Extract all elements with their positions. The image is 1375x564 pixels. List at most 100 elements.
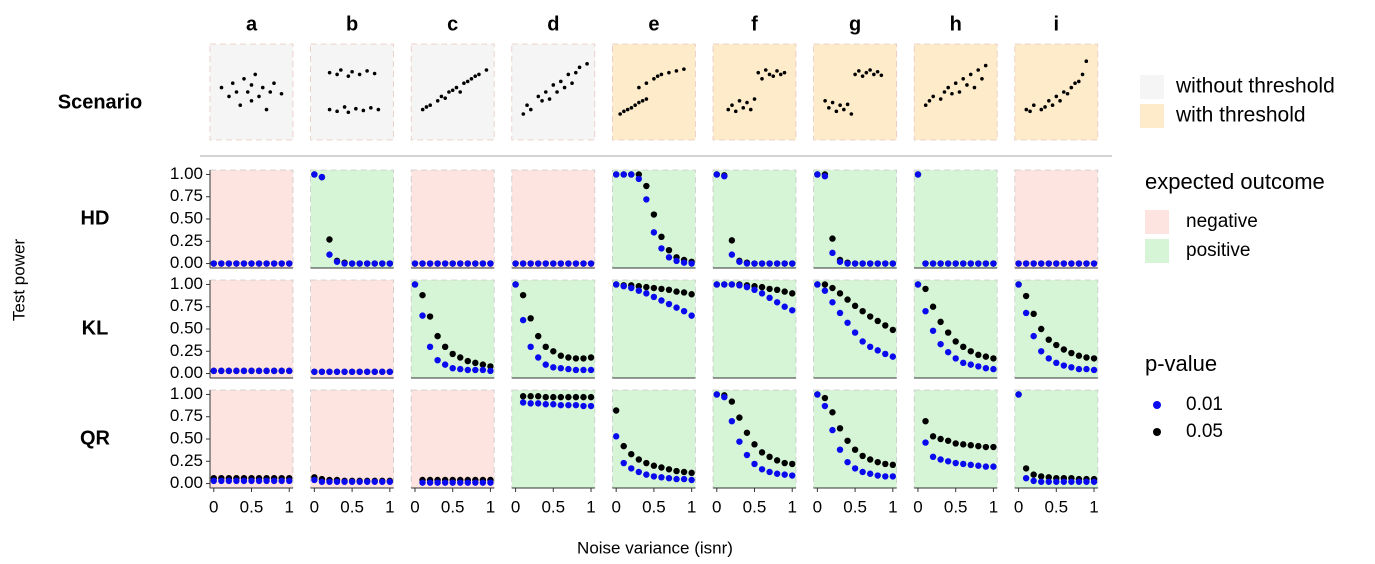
power-point — [922, 260, 929, 267]
scenario-point — [525, 103, 529, 107]
power-point — [643, 283, 650, 291]
power-point — [814, 171, 821, 178]
power-point — [550, 364, 557, 371]
power-point — [1053, 359, 1060, 367]
power-point — [542, 393, 549, 401]
power-point — [821, 287, 829, 294]
power-point — [311, 476, 318, 484]
scenario-point — [1058, 99, 1062, 103]
scenario-point — [980, 77, 984, 81]
power-point — [1045, 336, 1052, 343]
power-point — [889, 260, 897, 267]
power-point — [487, 363, 494, 370]
scenario-point — [372, 71, 377, 76]
scenario-panel — [612, 43, 696, 141]
y-tick-label: 0.50 — [170, 428, 203, 447]
power-point — [628, 171, 635, 178]
power-point — [866, 313, 874, 320]
scenario-point — [823, 99, 827, 103]
power-point — [982, 365, 990, 372]
scenario-point — [1069, 85, 1074, 90]
scenario-point — [570, 81, 574, 85]
power-point — [658, 464, 665, 471]
power-point — [557, 352, 565, 359]
power-point — [472, 479, 479, 486]
power-point — [411, 260, 419, 267]
power-point — [512, 260, 519, 267]
power-point — [270, 260, 278, 267]
power-point — [650, 462, 658, 469]
scenario-point — [443, 96, 448, 100]
power-point — [542, 343, 549, 351]
scenario-point — [834, 109, 839, 114]
scenario-point — [659, 72, 664, 77]
x-tick-label: 1 — [888, 497, 897, 516]
scenario-point — [361, 108, 366, 113]
power-point — [929, 327, 937, 334]
scenario-point — [1050, 103, 1055, 107]
power-point — [914, 281, 922, 288]
power-point — [789, 290, 796, 297]
power-point — [680, 307, 688, 315]
power-point — [233, 477, 240, 485]
power-point — [836, 309, 844, 317]
scenario-point — [976, 68, 980, 72]
power-point — [1053, 341, 1060, 349]
power-point — [542, 260, 549, 267]
y-tick-label: 0.25 — [170, 451, 203, 470]
power-point — [341, 368, 348, 375]
power-point — [527, 393, 534, 400]
power-point — [527, 315, 534, 322]
scenario-point — [574, 70, 578, 75]
power-point — [612, 171, 620, 178]
power-point — [882, 460, 889, 468]
power-point — [789, 460, 796, 468]
scenario-point — [227, 94, 231, 99]
x-tick-label: 0 — [611, 497, 620, 516]
power-point — [650, 293, 658, 301]
power-point — [914, 171, 922, 178]
scenario-point — [439, 94, 444, 99]
column-label: h — [950, 13, 962, 35]
x-tick-label: 0 — [813, 497, 822, 516]
power-point — [1045, 260, 1052, 267]
power-point — [789, 260, 796, 267]
outcome-panel — [813, 169, 897, 269]
scenario-point — [748, 107, 753, 112]
scenario-point — [745, 100, 749, 105]
power-point — [844, 458, 851, 466]
scenario-point — [420, 107, 425, 112]
power-point — [240, 367, 248, 375]
power-point — [248, 260, 255, 267]
column-label: b — [346, 13, 358, 35]
power-point — [960, 260, 967, 267]
power-point — [519, 260, 527, 267]
power-point — [263, 367, 270, 375]
outcome-panel — [410, 389, 495, 489]
power-point — [874, 347, 881, 354]
power-point — [658, 297, 665, 304]
power-point — [1075, 352, 1083, 359]
power-point — [1060, 260, 1068, 267]
column-label: g — [849, 13, 861, 35]
power-point — [572, 366, 580, 374]
scenario-point — [335, 72, 339, 77]
column-label: d — [547, 13, 559, 35]
scenario-point — [1073, 81, 1077, 85]
power-point — [743, 451, 751, 459]
power-point — [643, 182, 650, 190]
power-point — [836, 258, 844, 265]
power-point — [363, 478, 371, 485]
power-point — [457, 354, 464, 361]
power-point — [333, 368, 341, 375]
power-point — [1053, 478, 1060, 485]
scenario-point — [469, 77, 474, 81]
power-point — [859, 307, 866, 315]
scenario-point — [424, 105, 429, 109]
scenario-point — [230, 81, 235, 85]
scenario-point — [447, 90, 451, 94]
power-point — [620, 283, 627, 290]
power-point — [821, 281, 829, 288]
power-point — [952, 440, 959, 447]
